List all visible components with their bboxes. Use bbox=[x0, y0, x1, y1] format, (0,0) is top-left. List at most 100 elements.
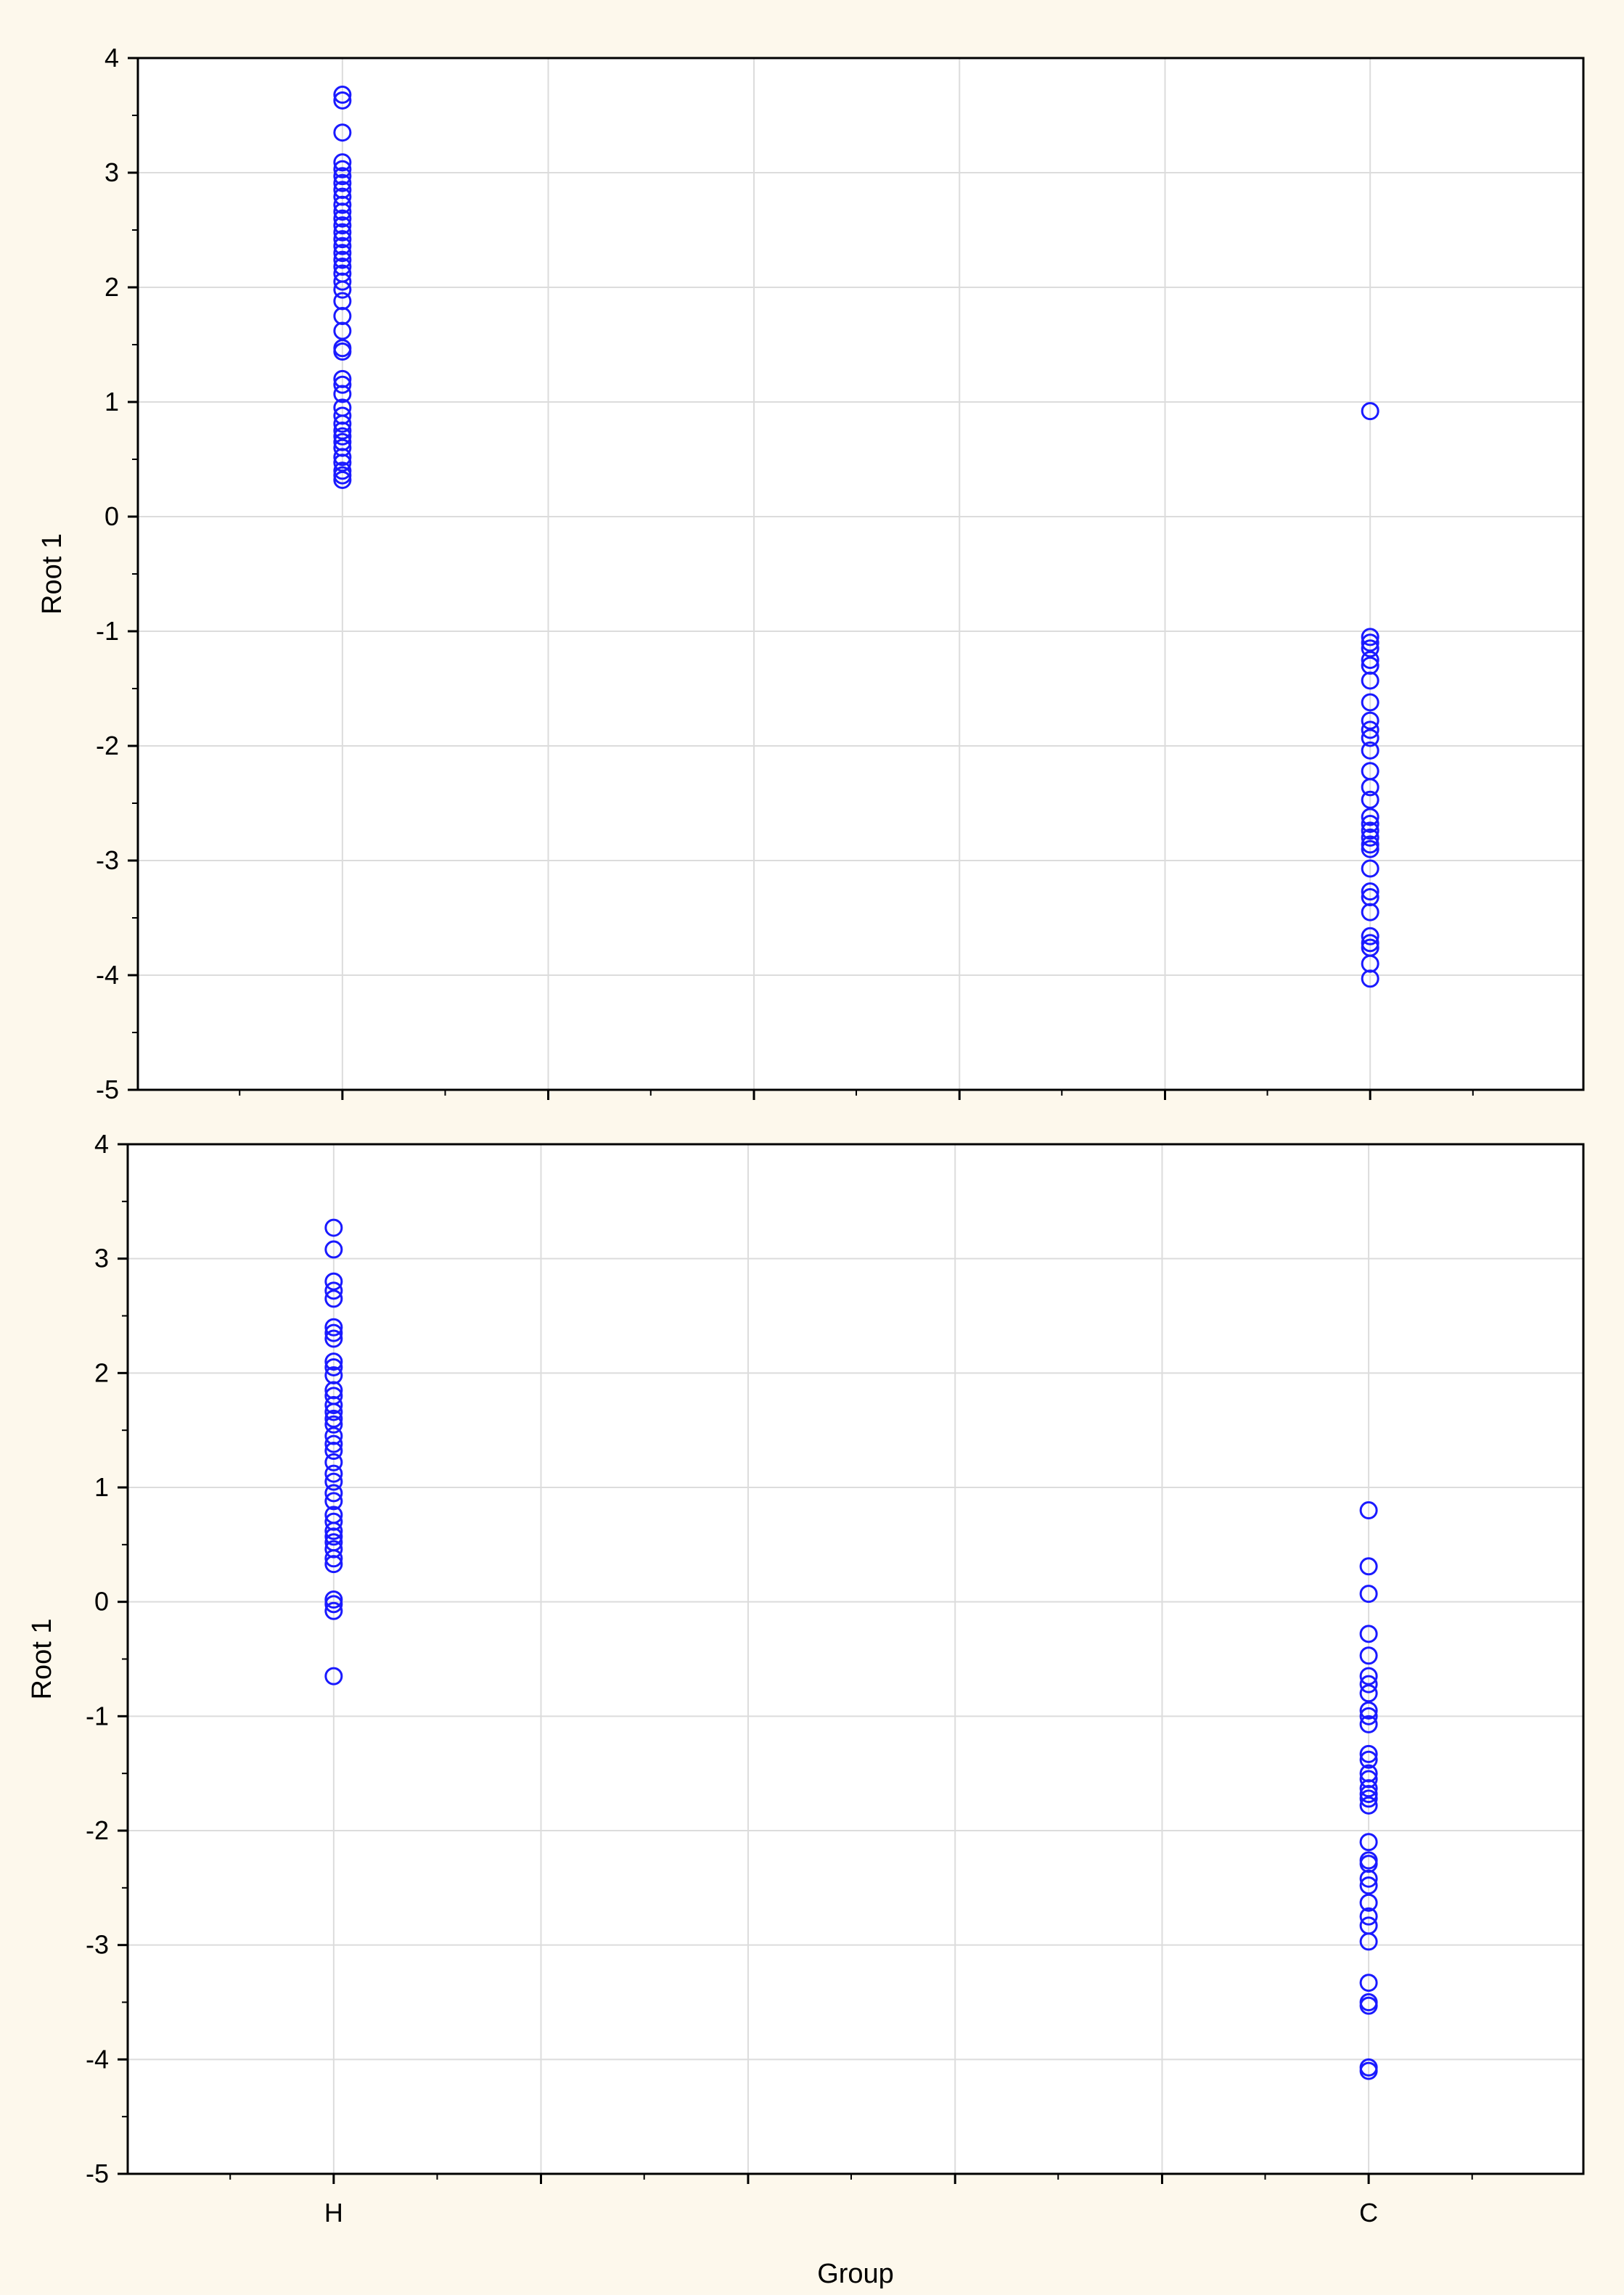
data-point-h bbox=[324, 1415, 343, 1434]
data-point-h bbox=[324, 1442, 343, 1461]
top-y-tick-labels: 4 3 2 1 0 -1 -2 -3 -4 -5 bbox=[96, 43, 119, 1104]
data-point-h bbox=[333, 321, 352, 340]
top-gridlines bbox=[138, 58, 1583, 1090]
data-point-h bbox=[333, 470, 352, 489]
data-point-c bbox=[1361, 828, 1379, 847]
data-point-c bbox=[1359, 1646, 1378, 1665]
data-point-h bbox=[333, 427, 352, 446]
data-point-c bbox=[1361, 402, 1379, 421]
y-tick-label: -4 bbox=[86, 2044, 109, 2074]
y-tick-label: -3 bbox=[96, 845, 119, 875]
data-point-h bbox=[333, 250, 352, 269]
data-point-c bbox=[1359, 1833, 1378, 1852]
data-point-c bbox=[1361, 651, 1379, 669]
bottom-axes bbox=[118, 1143, 1585, 2184]
data-point-c bbox=[1359, 1770, 1378, 1789]
data-point-c bbox=[1359, 1907, 1378, 1926]
data-point-h bbox=[324, 1555, 343, 1574]
data-point-c bbox=[1359, 1764, 1378, 1783]
data-point-h bbox=[324, 1590, 343, 1609]
data-point-h bbox=[324, 1289, 343, 1308]
data-point-h bbox=[324, 1272, 343, 1291]
y-tick-label: 4 bbox=[104, 43, 119, 73]
top-data-points bbox=[333, 86, 1379, 988]
data-point-c bbox=[1359, 1707, 1378, 1725]
data-point-c bbox=[1361, 741, 1379, 760]
data-point-c bbox=[1361, 720, 1379, 739]
y-tick-label: 0 bbox=[94, 1587, 109, 1617]
y-tick-label: 1 bbox=[104, 387, 119, 416]
y-tick-label: -5 bbox=[96, 1075, 119, 1104]
data-point-c bbox=[1359, 1715, 1378, 1733]
data-point-h bbox=[333, 244, 352, 263]
data-point-c bbox=[1361, 969, 1379, 988]
data-point-h bbox=[333, 342, 352, 361]
data-point-h bbox=[324, 1366, 343, 1384]
data-point-c bbox=[1361, 633, 1379, 652]
data-point-c bbox=[1359, 1744, 1378, 1763]
data-point-c bbox=[1359, 1855, 1378, 1873]
data-point-c bbox=[1359, 1684, 1378, 1703]
data-point-h bbox=[333, 280, 352, 299]
top-panel: 4 3 2 1 0 -1 -2 -3 -4 -5 Root 1 bbox=[37, 43, 1585, 1104]
data-point-c bbox=[1359, 1557, 1378, 1576]
data-point-h bbox=[333, 223, 352, 242]
data-point-c bbox=[1361, 628, 1379, 646]
data-point-c bbox=[1359, 1869, 1378, 1888]
data-point-h bbox=[324, 1323, 343, 1342]
data-point-h bbox=[324, 1352, 343, 1371]
data-point-c bbox=[1361, 882, 1379, 901]
data-point-c bbox=[1359, 1779, 1378, 1798]
data-point-c bbox=[1359, 1932, 1378, 1951]
x-tick-label: H bbox=[324, 2198, 343, 2228]
data-point-h bbox=[324, 1381, 343, 1400]
data-point-c bbox=[1359, 1585, 1378, 1604]
top-plot-area bbox=[138, 58, 1583, 1090]
data-point-c bbox=[1359, 1893, 1378, 1912]
data-point-h bbox=[333, 237, 352, 255]
data-point-h bbox=[324, 1426, 343, 1445]
data-point-h bbox=[324, 1403, 343, 1421]
data-point-c bbox=[1361, 821, 1379, 840]
data-point-h bbox=[324, 1409, 343, 1428]
data-point-h bbox=[324, 1464, 343, 1483]
bottom-gridlines bbox=[128, 1144, 1583, 2174]
data-point-h bbox=[333, 202, 352, 221]
data-point-h bbox=[324, 1240, 343, 1259]
data-point-h bbox=[324, 1522, 343, 1540]
data-point-c bbox=[1361, 693, 1379, 712]
data-point-c bbox=[1359, 1501, 1378, 1520]
data-point-h bbox=[324, 1472, 343, 1491]
data-point-h bbox=[324, 1358, 343, 1376]
data-point-h bbox=[324, 1453, 343, 1471]
data-point-h bbox=[333, 86, 352, 104]
data-point-h bbox=[333, 466, 352, 485]
y-tick-label: 3 bbox=[104, 157, 119, 187]
data-point-h bbox=[333, 453, 352, 472]
data-point-h bbox=[333, 160, 352, 178]
data-point-h bbox=[333, 414, 352, 433]
data-point-c bbox=[1361, 859, 1379, 878]
data-point-c bbox=[1361, 934, 1379, 953]
data-point-c bbox=[1359, 1974, 1378, 1992]
y-tick-label: 3 bbox=[94, 1244, 109, 1273]
data-point-c bbox=[1361, 927, 1379, 945]
y-tick-label: -2 bbox=[96, 731, 119, 760]
data-point-c bbox=[1359, 1785, 1378, 1804]
data-point-c bbox=[1361, 778, 1379, 797]
data-point-h bbox=[324, 1540, 343, 1559]
data-point-c bbox=[1359, 1625, 1378, 1643]
data-point-h bbox=[324, 1667, 343, 1686]
data-point-h bbox=[333, 375, 352, 394]
y-tick-label: 1 bbox=[94, 1472, 109, 1502]
y-tick-label: -4 bbox=[96, 960, 119, 990]
data-point-h bbox=[333, 230, 352, 249]
data-point-c bbox=[1361, 839, 1379, 858]
data-point-h bbox=[324, 1484, 343, 1503]
y-tick-label: -1 bbox=[86, 1701, 109, 1731]
bottom-plot-area bbox=[128, 1144, 1583, 2174]
data-point-h bbox=[324, 1281, 343, 1300]
data-point-c bbox=[1361, 903, 1379, 921]
